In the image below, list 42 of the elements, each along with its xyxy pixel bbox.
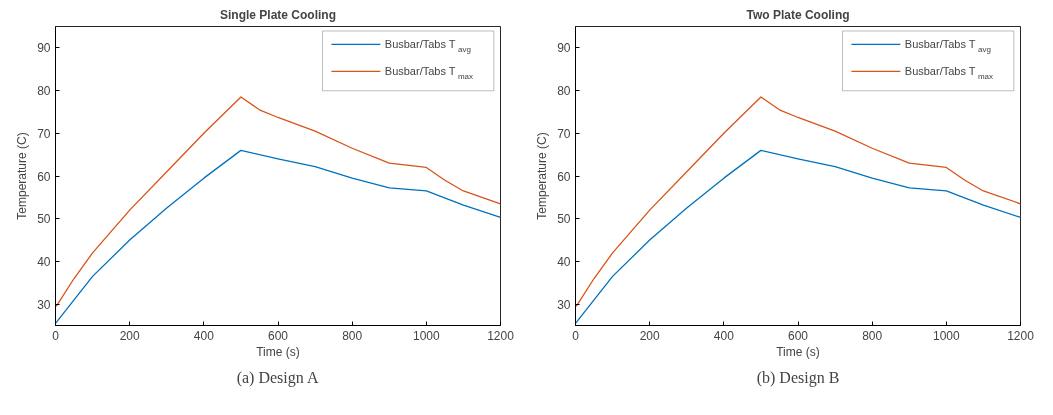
legend-label: Busbar/Tabs Tmax — [384, 65, 474, 81]
y-tick-label: 40 — [37, 254, 51, 269]
legend-label: Busbar/Tabs Tavg — [384, 38, 471, 54]
x-tick-label: 200 — [639, 328, 660, 343]
y-tick-label: 40 — [557, 254, 571, 269]
x-tick-label: 1200 — [487, 328, 515, 343]
x-tick-label: 0 — [52, 328, 60, 343]
x-tick-label: 400 — [713, 328, 735, 343]
y-tick-label: 50 — [37, 212, 51, 227]
chart-title: Two Plate Cooling — [746, 7, 850, 22]
line-series — [55, 96, 501, 307]
x-tick-label: 800 — [862, 328, 883, 343]
y-tick-label: 30 — [557, 297, 571, 312]
y-tick-label: 30 — [37, 297, 51, 312]
x-tick-label: 800 — [342, 328, 363, 343]
x-tick-label: 200 — [119, 328, 140, 343]
x-tick-label: 600 — [787, 328, 809, 343]
x-tick-label: 600 — [267, 328, 289, 343]
y-tick-label: 90 — [557, 41, 571, 56]
text: (b) Design B — [756, 368, 840, 387]
x-tick-label: 1000 — [932, 328, 961, 343]
x-tick-label: 0 — [572, 328, 580, 343]
y-tick-label: 50 — [557, 212, 571, 227]
y-tick-label: 80 — [37, 84, 51, 99]
y-axis-title: Temperature (C) — [535, 132, 550, 220]
y-tick-label: 80 — [557, 84, 571, 99]
y-tick-label: 90 — [37, 41, 51, 56]
y-tick-label: 70 — [37, 126, 51, 141]
chart-title: Single Plate Cooling — [220, 7, 337, 22]
text: (a) Design A — [236, 368, 319, 387]
x-axis-title: Time (s) — [256, 344, 300, 359]
legend-label: Busbar/Tabs Tmax — [904, 65, 994, 81]
y-tick-label: 60 — [557, 169, 571, 184]
x-tick-label: 1200 — [1007, 328, 1035, 343]
x-axis-title: Time (s) — [776, 344, 820, 359]
legend-label: Busbar/Tabs Tavg — [904, 38, 991, 54]
y-tick-label: 60 — [37, 169, 51, 184]
x-tick-label: 400 — [193, 328, 215, 343]
line-series — [575, 96, 1021, 307]
y-axis-title: Temperature (C) — [15, 132, 30, 220]
x-tick-label: 1000 — [412, 328, 441, 343]
y-tick-label: 70 — [557, 126, 571, 141]
